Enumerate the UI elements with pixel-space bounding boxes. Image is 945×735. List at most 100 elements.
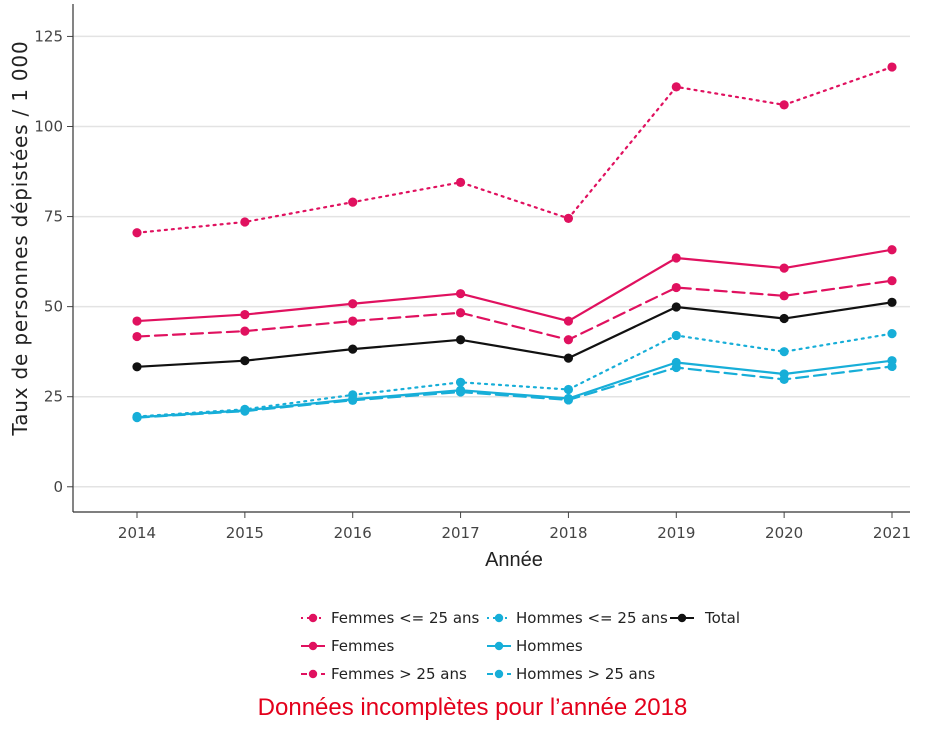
data-point-hommes-25-ans <box>779 374 789 385</box>
legend-item-hommes-25-ans: Hommes > 25 ans <box>487 665 655 683</box>
y-tick-label: 100 <box>34 117 63 135</box>
y-tick-label: 75 <box>44 208 63 226</box>
y-tick-label: 0 <box>53 478 63 496</box>
legend-label: Femmes > 25 ans <box>331 665 467 683</box>
series-femmes <box>132 245 897 326</box>
axes <box>67 4 910 518</box>
data-point-femmes-25-ans <box>671 282 681 293</box>
data-point-femmes-25-ans <box>240 326 250 336</box>
data-point-hommes-25-ans <box>671 330 681 341</box>
data-point-total <box>240 356 250 366</box>
legend: Femmes <= 25 ans Femmes Femmes > 25 ans Hom… <box>301 609 740 683</box>
incomplete-data-note: Données incomplètes pour l’année 2018 <box>257 694 688 721</box>
data-point-femmes-25-ans <box>455 308 466 318</box>
data-point-total <box>132 362 142 372</box>
data-point-hommes-25-ans <box>563 384 574 395</box>
legend-key-point <box>494 613 504 623</box>
data-point-femmes <box>671 253 681 263</box>
data-point-total <box>348 344 358 354</box>
data-point-hommes-25-ans <box>779 347 789 357</box>
y-tick-label: 25 <box>44 388 63 406</box>
data-point-total <box>455 335 466 345</box>
series-line-femmes-25-ans <box>135 279 894 341</box>
legend-label: Hommes <box>516 637 583 655</box>
data-point-femmes <box>563 316 574 326</box>
data-point-femmes <box>132 316 142 326</box>
data-point-femmes-25-ans <box>779 100 789 110</box>
data-point-femmes-25-ans <box>887 62 897 72</box>
legend-item-femmes: Femmes <box>301 637 394 655</box>
legend-key-point <box>494 641 504 651</box>
data-point-total <box>671 302 681 312</box>
x-tick-label: 2021 <box>873 524 911 542</box>
series-femmes-25-ans <box>132 62 897 238</box>
legend-key-point <box>308 641 318 651</box>
data-point-femmes-25-ans <box>132 228 142 238</box>
series-lines <box>132 62 897 423</box>
data-point-femmes-25-ans <box>563 335 574 345</box>
legend-key-point <box>494 669 504 679</box>
legend-key-point <box>308 613 318 623</box>
x-tick-label: 2018 <box>549 524 587 542</box>
data-point-hommes-25-ans <box>240 406 250 416</box>
data-point-femmes-25-ans <box>132 331 142 342</box>
data-point-femmes-25-ans <box>563 213 574 223</box>
series-line-femmes <box>135 248 894 323</box>
x-axis-label: Année <box>485 549 543 571</box>
data-point-hommes-25-ans <box>132 413 142 423</box>
data-point-femmes-25-ans <box>887 276 897 286</box>
tick-labels: 0 25 50 75 100 125 2014 2015 2016 2017 2018 2019 202… <box>34 27 911 542</box>
data-point-hommes-25-ans <box>563 395 574 405</box>
legend-label: Hommes <= 25 ans <box>516 609 668 627</box>
series-femmes-25-ans <box>132 276 897 345</box>
data-point-femmes <box>240 309 250 320</box>
legend-item-femmes-25-ans: Femmes > 25 ans <box>301 665 467 683</box>
legend-label: Hommes > 25 ans <box>516 665 655 683</box>
data-point-femmes <box>348 299 358 309</box>
x-tick-label: 2014 <box>118 524 156 542</box>
legend-label: Total <box>704 609 740 627</box>
x-tick-label: 2015 <box>226 524 264 542</box>
data-point-femmes <box>779 263 789 273</box>
y-tick-label: 50 <box>44 298 63 316</box>
data-point-femmes-25-ans <box>455 177 466 187</box>
series-line-hommes <box>135 359 894 419</box>
data-point-hommes-25-ans <box>455 377 466 387</box>
legend-item-hommes-25-ans: Hommes <= 25 ans <box>487 609 668 627</box>
data-point-femmes-25-ans <box>240 217 250 227</box>
data-point-total <box>887 297 897 307</box>
legend-key-point <box>677 613 687 623</box>
grid-lines <box>73 35 910 488</box>
data-point-total <box>779 313 789 324</box>
data-point-femmes-25-ans <box>779 291 789 301</box>
y-axis-label: Taux de personnes dépistées / 1 000 <box>8 41 32 437</box>
legend-key-point <box>308 669 318 679</box>
data-point-femmes-25-ans <box>348 197 358 207</box>
legend-item-hommes: Hommes <box>487 637 583 655</box>
series-line-femmes-25-ans <box>135 65 894 234</box>
data-point-hommes-25-ans <box>887 329 897 339</box>
data-point-hommes-25-ans <box>348 395 358 405</box>
x-tick-label: 2020 <box>765 524 803 542</box>
data-point-hommes-25-ans <box>671 362 681 373</box>
series-line-hommes-25-ans <box>135 332 894 418</box>
data-point-femmes-25-ans <box>671 82 681 92</box>
x-tick-label: 2019 <box>657 524 695 542</box>
data-point-femmes-25-ans <box>348 316 358 326</box>
legend-item-total: Total <box>670 609 740 627</box>
data-point-femmes <box>887 245 897 255</box>
x-tick-label: 2017 <box>441 524 479 542</box>
y-tick-label: 125 <box>34 27 63 45</box>
series-total <box>132 297 897 372</box>
data-point-total <box>563 353 574 363</box>
legend-label: Femmes <box>331 637 394 655</box>
data-point-hommes-25-ans <box>887 361 897 372</box>
series-hommes-25-ans <box>132 361 897 423</box>
x-tick-label: 2016 <box>334 524 372 542</box>
series-line-hommes-25-ans <box>135 365 894 419</box>
legend-label: Femmes <= 25 ans <box>331 609 480 627</box>
series-line-total <box>135 301 894 368</box>
data-point-hommes-25-ans <box>455 387 466 397</box>
data-point-femmes <box>455 289 466 299</box>
